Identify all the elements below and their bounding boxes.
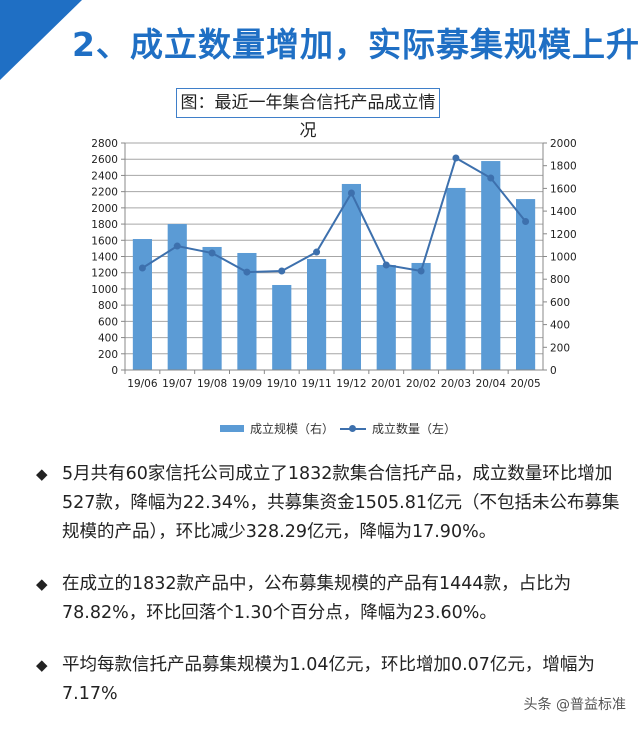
svg-text:20/02: 20/02 [406,378,436,390]
svg-text:1800: 1800 [91,219,118,231]
svg-text:20/04: 20/04 [476,378,507,390]
bullet-text: 在成立的1832款产品中，公布募集规模的产品有1444款，占比为78.82%，环… [62,574,572,623]
watermark: 头条 @普益标准 [523,697,626,713]
chart-gridlines [125,142,543,371]
svg-text:19/06: 19/06 [127,378,158,390]
svg-text:200: 200 [98,349,118,361]
legend-line-swatch [340,424,367,434]
chart-axes: 0200400600800100012001400160018002000220… [91,138,576,390]
chart-caption: 图：最近一年集合信托产品成立情况 [176,88,440,141]
legend-line-label: 成立数量（左） [372,422,457,436]
svg-text:400: 400 [98,333,118,345]
svg-text:2600: 2600 [91,154,118,166]
svg-text:20/05: 20/05 [510,378,540,390]
svg-text:20/03: 20/03 [441,378,471,390]
svg-text:19/11: 19/11 [301,378,331,390]
bullet-text: 5月共有60家信托公司成立了1832款集合信托产品，成立数量环比增加527款，降… [62,464,620,542]
svg-text:0: 0 [111,365,118,377]
svg-text:1600: 1600 [91,235,118,247]
svg-text:600: 600 [550,297,570,309]
svg-text:1600: 1600 [550,183,577,195]
svg-text:1200: 1200 [91,268,118,280]
svg-text:1800: 1800 [550,161,577,173]
svg-text:19/07: 19/07 [162,378,192,390]
bullet-list: ◆ 5月共有60家信托公司成立了1832款集合信托产品，成立数量环比增加527款… [36,460,626,732]
svg-text:1000: 1000 [91,284,118,296]
chart-legend: 成立规模（右） 成立数量（左） [220,420,456,437]
svg-text:20/01: 20/01 [371,378,401,390]
diamond-icon: ◆ [36,656,48,674]
svg-text:0: 0 [550,365,557,377]
svg-text:19/10: 19/10 [267,378,297,390]
svg-text:400: 400 [550,320,570,332]
page-title: 2、成立数量增加，实际募集规模上升 [72,25,640,64]
bullet-text: 平均每款信托产品募集规模为1.04亿元，环比增加0.07亿元，增幅为7.17% [62,655,595,704]
bullet-item: ◆ 在成立的1832款产品中，公布募集规模的产品有1444款，占比为78.82%… [36,570,626,628]
bullet-item: ◆ 平均每款信托产品募集规模为1.04亿元，环比增加0.07亿元，增幅为7.17… [36,651,626,709]
svg-text:1400: 1400 [550,206,577,218]
svg-text:2000: 2000 [91,203,118,215]
svg-text:2200: 2200 [91,187,118,199]
svg-text:200: 200 [550,342,570,354]
svg-text:1200: 1200 [550,229,577,241]
svg-text:2000: 2000 [550,138,577,150]
svg-text:1000: 1000 [550,252,577,264]
combo-chart: 0200400600800100012001400160018002000220… [91,138,576,390]
svg-text:19/08: 19/08 [197,378,227,390]
svg-text:2400: 2400 [91,170,118,182]
svg-text:800: 800 [550,274,570,286]
svg-text:19/12: 19/12 [336,378,366,390]
line-series [138,154,530,276]
diamond-icon: ◆ [36,465,48,483]
legend-bar-label: 成立规模（右） [250,422,335,436]
svg-text:800: 800 [98,300,118,312]
svg-text:600: 600 [98,316,118,328]
svg-text:1400: 1400 [91,252,118,264]
legend-bar-swatch [220,425,244,432]
bullet-item: ◆ 5月共有60家信托公司成立了1832款集合信托产品，成立数量环比增加527款… [36,460,626,547]
diamond-icon: ◆ [36,575,48,593]
bar-series [132,161,536,370]
svg-text:19/09: 19/09 [232,378,262,390]
svg-text:2800: 2800 [91,138,118,150]
corner-decoration [0,0,82,80]
